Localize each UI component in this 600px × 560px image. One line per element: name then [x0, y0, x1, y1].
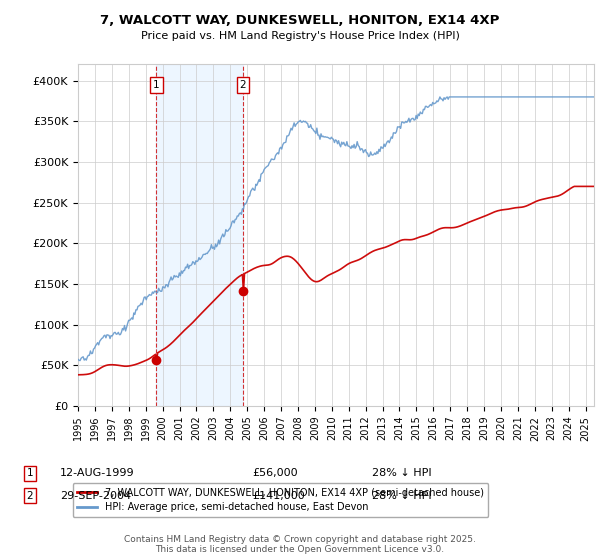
Text: £56,000: £56,000 [252, 468, 298, 478]
Text: 28% ↓ HPI: 28% ↓ HPI [372, 468, 431, 478]
Text: 1: 1 [26, 468, 34, 478]
Text: 12-AUG-1999: 12-AUG-1999 [60, 468, 134, 478]
Text: 7, WALCOTT WAY, DUNKESWELL, HONITON, EX14 4XP: 7, WALCOTT WAY, DUNKESWELL, HONITON, EX1… [100, 14, 500, 27]
Text: 28% ↓ HPI: 28% ↓ HPI [372, 491, 431, 501]
Text: 2: 2 [239, 80, 246, 90]
Bar [156, 64, 243, 406]
Legend: 7, WALCOTT WAY, DUNKESWELL, HONITON, EX14 4XP (semi-detached house), HPI: Averag: 7, WALCOTT WAY, DUNKESWELL, HONITON, EX1… [73, 483, 488, 517]
Text: 2: 2 [26, 491, 34, 501]
Text: Contains HM Land Registry data © Crown copyright and database right 2025.
This d: Contains HM Land Registry data © Crown c… [124, 535, 476, 554]
Text: Price paid vs. HM Land Registry's House Price Index (HPI): Price paid vs. HM Land Registry's House … [140, 31, 460, 41]
Text: 29-SEP-2004: 29-SEP-2004 [60, 491, 131, 501]
Text: 1: 1 [153, 80, 160, 90]
Text: £141,000: £141,000 [252, 491, 305, 501]
